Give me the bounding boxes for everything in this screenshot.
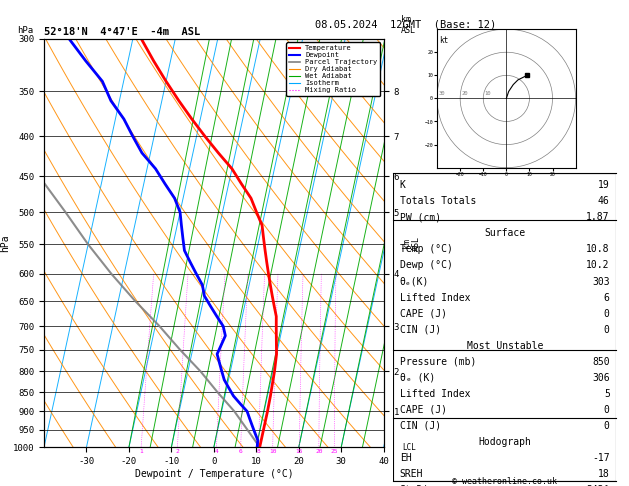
Text: 10.2: 10.2 [586, 260, 610, 271]
Text: 2: 2 [175, 450, 179, 454]
Text: Hodograph: Hodograph [478, 437, 532, 447]
Text: 1.87: 1.87 [586, 212, 610, 222]
Text: PW (cm): PW (cm) [400, 212, 441, 222]
Text: -17: -17 [592, 453, 610, 463]
Text: CIN (J): CIN (J) [400, 421, 441, 431]
Text: 20: 20 [315, 450, 323, 454]
Text: 0: 0 [604, 309, 610, 319]
Text: 1: 1 [139, 450, 143, 454]
Text: EH: EH [400, 453, 411, 463]
Text: 19: 19 [598, 180, 610, 190]
Text: © weatheronline.co.uk: © weatheronline.co.uk [452, 477, 557, 486]
Text: Most Unstable: Most Unstable [467, 341, 543, 351]
Text: 30: 30 [438, 91, 445, 96]
Text: Pressure (mb): Pressure (mb) [400, 357, 476, 367]
Text: θₑ(K): θₑ(K) [400, 277, 429, 287]
Text: hPa: hPa [17, 26, 33, 35]
Text: Surface: Surface [484, 228, 525, 239]
Y-axis label: hPa: hPa [0, 234, 10, 252]
Text: 18: 18 [598, 469, 610, 479]
Legend: Temperature, Dewpoint, Parcel Trajectory, Dry Adiabat, Wet Adiabat, Isotherm, Mi: Temperature, Dewpoint, Parcel Trajectory… [286, 42, 380, 96]
Text: LCL: LCL [403, 443, 416, 451]
Text: 08.05.2024  12GMT  (Base: 12): 08.05.2024 12GMT (Base: 12) [315, 19, 496, 30]
Y-axis label: km
ASL: km ASL [401, 236, 421, 250]
Text: 6: 6 [604, 293, 610, 303]
Text: 10: 10 [269, 450, 276, 454]
Text: θₑ (K): θₑ (K) [400, 373, 435, 383]
Text: 10: 10 [484, 91, 491, 96]
Text: 8: 8 [257, 450, 260, 454]
X-axis label: Dewpoint / Temperature (°C): Dewpoint / Temperature (°C) [135, 469, 293, 479]
Text: Totals Totals: Totals Totals [400, 196, 476, 206]
Text: 850: 850 [592, 357, 610, 367]
Text: 46: 46 [598, 196, 610, 206]
Text: 5: 5 [604, 389, 610, 399]
Text: SREH: SREH [400, 469, 423, 479]
Text: Lifted Index: Lifted Index [400, 293, 470, 303]
Text: 0: 0 [604, 421, 610, 431]
Text: 25: 25 [331, 450, 338, 454]
Text: Temp (°C): Temp (°C) [400, 244, 453, 255]
Text: StmDir: StmDir [400, 485, 435, 486]
Text: 6: 6 [239, 450, 243, 454]
Text: km
ASL: km ASL [401, 16, 416, 35]
Text: 342°: 342° [586, 485, 610, 486]
Text: 0: 0 [604, 325, 610, 335]
Text: kt: kt [440, 36, 448, 45]
Text: CAPE (J): CAPE (J) [400, 309, 447, 319]
Text: 15: 15 [296, 450, 303, 454]
Text: 20: 20 [461, 91, 468, 96]
Text: K: K [400, 180, 406, 190]
Text: Dewp (°C): Dewp (°C) [400, 260, 453, 271]
Text: 52°18'N  4°47'E  -4m  ASL: 52°18'N 4°47'E -4m ASL [44, 27, 200, 37]
Text: 303: 303 [592, 277, 610, 287]
Text: CIN (J): CIN (J) [400, 325, 441, 335]
Text: 0: 0 [604, 405, 610, 415]
Text: Lifted Index: Lifted Index [400, 389, 470, 399]
Text: 306: 306 [592, 373, 610, 383]
Text: 4: 4 [214, 450, 218, 454]
Text: CAPE (J): CAPE (J) [400, 405, 447, 415]
Text: 10.8: 10.8 [586, 244, 610, 255]
